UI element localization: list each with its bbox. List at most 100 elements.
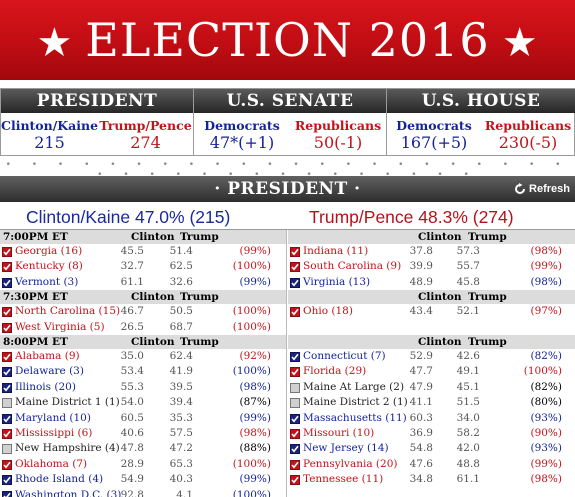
dem-name: Democrats (396, 118, 472, 133)
state-row[interactable]: Tennessee (11) 34.8 61.1 (98%) (288, 472, 575, 487)
state-row[interactable]: Massachusetts (11) 60.3 34.0 (93%) (288, 411, 575, 426)
state-name[interactable]: Pennsylvania (20) (303, 457, 398, 470)
clinton-percent: 37.8 (409, 245, 433, 257)
state-checkbox[interactable] (2, 398, 12, 409)
state-checkbox[interactable] (2, 428, 12, 439)
state-checkbox[interactable] (2, 413, 12, 424)
state-row[interactable]: Ohio (18) 43.4 52.1 (97%) (288, 304, 575, 319)
checkmark-icon (3, 492, 11, 497)
state-name[interactable]: Virginia (13) (303, 275, 371, 288)
state-checkbox[interactable] (2, 277, 12, 288)
refresh-button[interactable]: Refresh (514, 182, 570, 196)
rep-name: Trump/Pence (99, 118, 192, 133)
state-name[interactable]: New Hampshire (4) (15, 442, 120, 455)
state-name[interactable]: Kentucky (8) (15, 260, 83, 273)
state-name[interactable]: Vermont (3) (15, 275, 79, 288)
clinton-percent: 55.3 (120, 380, 144, 393)
trump-percent: 61.1 (456, 473, 480, 486)
state-row[interactable]: Delaware (3) 53.4 41.9 (100%) (0, 364, 286, 379)
state-row[interactable]: Indiana (11) 37.8 57.3 (98%) (288, 244, 575, 259)
trump-percent: 42.0 (456, 442, 480, 455)
state-name[interactable]: Missouri (10) (303, 426, 375, 439)
state-checkbox[interactable] (290, 262, 300, 273)
state-checkbox[interactable] (290, 444, 300, 455)
state-row[interactable]: North Carolina (15) 46.7 50.5 (100%) (0, 304, 286, 319)
state-name[interactable]: Massachusetts (11) (303, 411, 407, 424)
state-checkbox[interactable] (290, 367, 300, 378)
reporting-percent: (98%) (530, 245, 562, 257)
state-row[interactable]: Georgia (16) 45.5 51.4 (99%) (0, 244, 286, 259)
state-name[interactable]: Delaware (3) (15, 365, 84, 378)
state-name[interactable]: Maryland (10) (15, 411, 91, 424)
trump-percent: 45.1 (456, 380, 480, 393)
state-name[interactable]: Maine District 2 (1) (303, 396, 408, 409)
state-name[interactable]: Maine District 1 (1) (15, 396, 120, 409)
state-checkbox[interactable] (2, 247, 12, 257)
state-row[interactable]: New Hampshire (4) 47.8 47.2 (88%) (0, 441, 286, 456)
state-row[interactable]: West Virginia (5) 26.5 68.7 (100%) (0, 320, 286, 335)
state-row[interactable]: Maine District 1 (1) 54.0 39.4 (87%) (0, 395, 286, 410)
state-checkbox[interactable] (290, 247, 300, 257)
state-checkbox[interactable] (2, 490, 12, 497)
state-row[interactable]: Alabama (9) 35.0 62.4 (92%) (0, 349, 286, 364)
checkmark-icon (291, 279, 299, 287)
state-checkbox[interactable] (290, 398, 300, 409)
state-checkbox[interactable] (2, 262, 12, 273)
state-row[interactable]: South Carolina (9) 39.9 55.7 (99%) (288, 259, 575, 274)
state-checkbox[interactable] (2, 367, 12, 378)
state-checkbox[interactable] (2, 322, 12, 333)
state-name[interactable]: Georgia (16) (15, 245, 83, 257)
state-row[interactable]: New Jersey (14) 54.8 42.0 (93%) (288, 441, 575, 456)
state-checkbox[interactable] (2, 444, 12, 455)
state-name[interactable]: Rhode Island (4) (15, 473, 104, 486)
state-checkbox[interactable] (290, 352, 300, 362)
state-row[interactable]: Pennsylvania (20) 47.6 48.8 (99%) (288, 457, 575, 472)
clinton-percent: 36.9 (409, 426, 433, 439)
state-name[interactable]: Oklahoma (7) (15, 457, 88, 470)
state-row[interactable]: Mississippi (6) 40.6 57.5 (98%) (0, 426, 286, 441)
state-checkbox[interactable] (2, 352, 12, 362)
state-row[interactable]: Washington D.C. (3) 92.8 4.1 (100%) (0, 488, 286, 497)
state-checkbox[interactable] (290, 382, 300, 393)
state-name[interactable]: Alabama (9) (15, 350, 80, 362)
trump-percent: 58.2 (456, 426, 480, 439)
state-checkbox[interactable] (2, 459, 12, 470)
state-name[interactable]: Illinois (20) (15, 380, 76, 393)
state-row[interactable]: Vermont (3) 61.1 32.6 (99%) (0, 275, 286, 290)
state-row[interactable]: Virginia (13) 48.9 45.8 (98%) (288, 275, 575, 290)
president-totals: Clinton/Kaine 47.0% (215) Trump/Pence 48… (0, 205, 575, 229)
state-name[interactable]: South Carolina (9) (303, 260, 402, 273)
trump-percent: 48.8 (456, 457, 480, 470)
state-row[interactable]: Illinois (20) 55.3 39.5 (98%) (0, 380, 286, 395)
state-checkbox[interactable] (290, 307, 300, 318)
state-name[interactable]: Ohio (18) (303, 305, 353, 318)
state-name[interactable]: Mississippi (6) (15, 426, 93, 439)
state-checkbox[interactable] (2, 307, 12, 318)
state-checkbox[interactable] (290, 413, 300, 424)
state-row[interactable]: Missouri (10) 36.9 58.2 (90%) (288, 426, 575, 441)
state-checkbox[interactable] (290, 277, 300, 288)
state-name[interactable]: Maine At Large (2) (303, 380, 405, 393)
state-row[interactable]: Florida (29) 47.7 49.1 (100%) (288, 364, 575, 379)
state-name[interactable]: Indiana (11) (303, 245, 369, 257)
state-checkbox[interactable] (290, 428, 300, 439)
state-row[interactable]: Kentucky (8) 32.7 62.5 (100%) (0, 259, 286, 274)
state-row[interactable]: Oklahoma (7) 28.9 65.3 (100%) (0, 457, 286, 472)
state-name[interactable]: Washington D.C. (3) (15, 488, 122, 497)
clinton-column-header: Clinton (418, 336, 462, 348)
state-row[interactable]: Rhode Island (4) 54.9 40.3 (99%) (0, 472, 286, 487)
state-name[interactable]: Connecticut (7) (303, 350, 386, 362)
state-row[interactable]: Maine At Large (2) 47.9 45.1 (82%) (288, 380, 575, 395)
state-name[interactable]: North Carolina (15) (15, 305, 121, 318)
state-name[interactable]: West Virginia (5) (15, 320, 105, 333)
state-checkbox[interactable] (2, 475, 12, 486)
state-name[interactable]: Tennessee (11) (303, 473, 384, 486)
state-checkbox[interactable] (290, 475, 300, 486)
state-row[interactable]: Maine District 2 (1) 41.1 51.5 (80%) (288, 395, 575, 410)
state-checkbox[interactable] (2, 382, 12, 393)
state-name[interactable]: New Jersey (14) (303, 442, 389, 455)
state-checkbox[interactable] (290, 459, 300, 470)
state-name[interactable]: Florida (29) (303, 365, 367, 378)
state-row[interactable]: Connecticut (7) 52.9 42.6 (82%) (288, 349, 575, 364)
state-row[interactable]: Maryland (10) 60.5 35.3 (99%) (0, 411, 286, 426)
